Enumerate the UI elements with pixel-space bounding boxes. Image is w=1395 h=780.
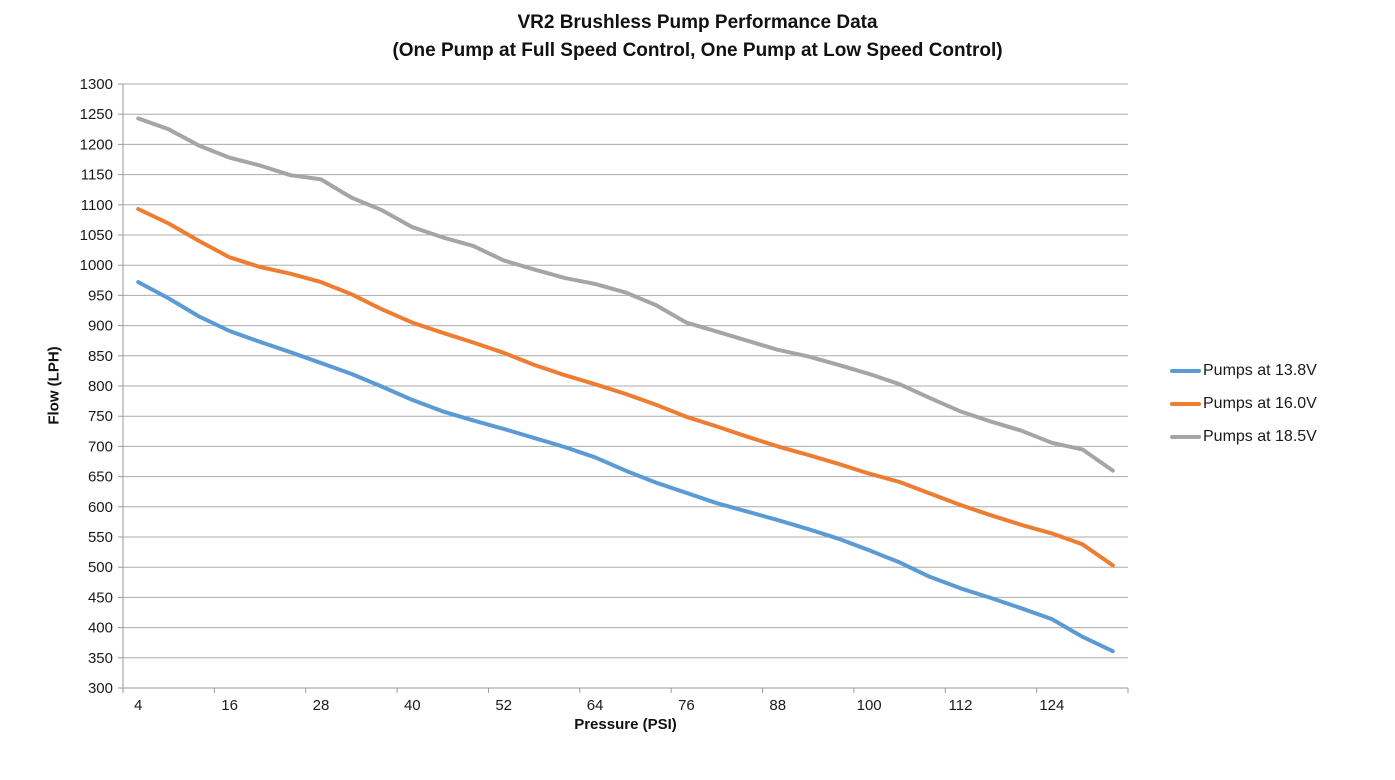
legend-label: Pumps at 18.5V [1203,427,1317,445]
legend-swatch-18-5v [1170,434,1201,439]
legend-item: Pumps at 16.0V [1170,387,1317,420]
x-axis-tick-label: 76 [678,697,695,714]
y-axis-tick-label: 1150 [81,167,113,184]
chart-subtitle: (One Pump at Full Speed Control, One Pum… [392,40,1003,61]
x-axis-tick-label: 124 [1039,697,1064,714]
x-axis-tick-label: 4 [134,697,142,714]
legend-label: Pumps at 13.8V [1203,361,1317,379]
legend-item: Pumps at 13.8V [1170,354,1317,387]
y-axis-tick-label: 950 [88,287,113,304]
x-axis-tick-label: 112 [949,697,973,714]
y-axis-tick-label: 500 [88,559,113,576]
x-axis-tick-label: 52 [495,697,512,714]
series-line-pumps-at-18-5v [136,116,1115,473]
y-axis-tick-label: 900 [88,318,113,335]
x-axis-tick-label: 16 [221,697,238,714]
y-axis-tick-label: 1000 [80,257,113,274]
chart-title: VR2 Brushless Pump Performance Data [517,12,878,33]
legend-label: Pumps at 16.0V [1203,394,1317,412]
y-axis-tick-label: 600 [88,499,113,516]
y-axis-tick-label: 1300 [80,76,113,93]
x-axis-tick-label: 40 [404,697,421,714]
x-axis-tick-label: 88 [769,697,786,714]
y-axis-title: Flow (LPH) [45,346,63,425]
y-axis-tick-label: 1050 [80,227,113,244]
chart-title-block: VR2 Brushless Pump Performance Data (One… [0,9,1395,65]
y-axis-tick-label: 800 [88,378,113,395]
x-axis-title: Pressure (PSI) [574,716,677,733]
y-axis-tick-label: 1200 [80,136,113,153]
series-line-pumps-at-13-8v [136,280,1115,654]
y-axis-tick-label: 650 [88,469,113,486]
y-axis-tick-label: 400 [88,620,113,637]
y-axis-tick-label: 850 [88,348,113,365]
y-axis-tick-label: 450 [88,589,113,606]
legend: Pumps at 13.8V Pumps at 16.0V Pumps at 1… [1170,354,1317,453]
y-axis-tick-label: 700 [88,438,113,455]
y-axis-tick-label: 750 [88,408,113,425]
y-axis-tick-label: 300 [88,680,113,697]
x-axis-tick-label: 64 [587,697,604,714]
y-axis-tick-label: 1100 [81,197,113,214]
series-line-pumps-at-16-0v [136,207,1115,568]
y-axis-tick-label: 350 [88,650,113,667]
legend-item: Pumps at 18.5V [1170,420,1317,453]
y-axis-tick-label: 550 [88,529,113,546]
legend-swatch-16-0v [1170,401,1201,406]
x-axis-tick-label: 28 [313,697,330,714]
x-axis-tick-label: 100 [857,697,882,714]
legend-swatch-13-8v [1170,368,1201,373]
y-axis-tick-label: 1250 [80,106,113,123]
